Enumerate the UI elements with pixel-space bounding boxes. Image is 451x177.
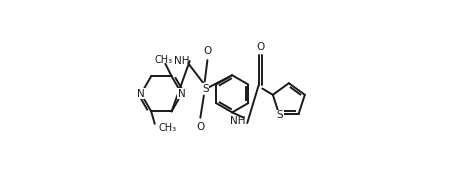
Text: NH: NH — [174, 56, 189, 66]
Text: CH₃: CH₃ — [154, 55, 172, 65]
Text: S: S — [202, 84, 208, 93]
Text: S: S — [276, 110, 282, 120]
Text: N: N — [137, 89, 145, 99]
Text: CH₃: CH₃ — [158, 123, 176, 133]
Text: O: O — [203, 46, 211, 56]
Text: O: O — [256, 42, 264, 52]
Text: N: N — [178, 89, 185, 99]
Text: O: O — [196, 122, 204, 132]
Text: NH: NH — [230, 116, 245, 126]
